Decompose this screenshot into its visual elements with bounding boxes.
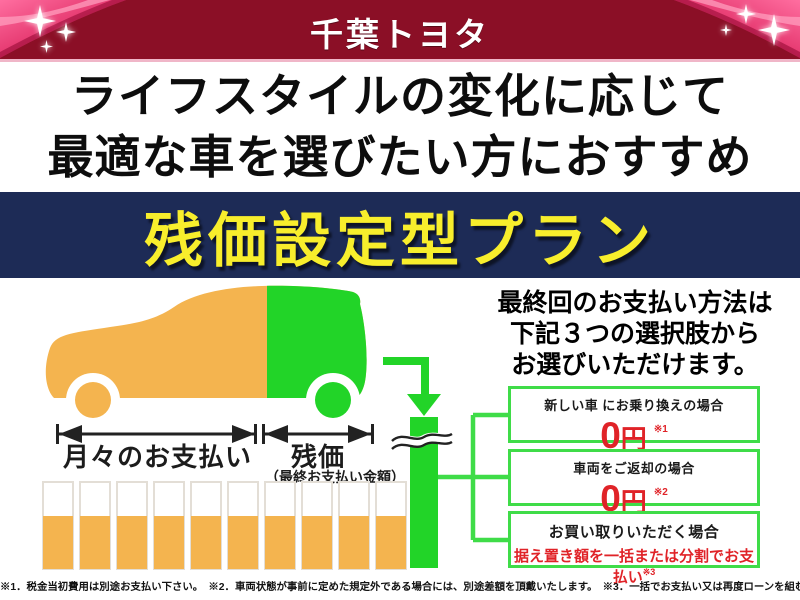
header-band: 千葉トヨタ: [0, 0, 800, 62]
options-connector: [438, 412, 510, 543]
option-box-trade-in: 新しい車 にお乗り換えの場合 0円 ※1: [508, 386, 760, 454]
option-label: 新しい車 にお乗り換えの場合: [544, 398, 724, 413]
amount-value: 0: [600, 415, 621, 456]
payment-bar-fill: [154, 516, 184, 569]
headline-line-1: ライフスタイルの変化に応じて: [71, 70, 729, 122]
payment-bar-fill: [191, 516, 221, 569]
footnote-ref: ※1: [653, 424, 668, 435]
brand-title: 千葉トヨタ: [310, 16, 490, 53]
option-label: 車両をご返却の場合: [573, 461, 695, 476]
option-box-buyout: お買い取りいただく場合 据え置き額を一括または分割でお支払い※3: [508, 511, 760, 586]
ribbon-left-decoration: [0, 0, 126, 58]
payment-bar-fill: [228, 516, 258, 569]
monthly-payment-bars: [42, 481, 408, 570]
headline-line-2: 最適な車を選びたい方におすすめ: [47, 131, 753, 183]
span-arrows: [56, 424, 374, 444]
intro-line-1: 最終回のお支払い方法は: [497, 289, 773, 317]
payment-bar: [116, 481, 148, 570]
payment-bar-fill: [339, 516, 369, 569]
headline: ライフスタイルの変化に応じて 最適な車を選びたい方におすすめ: [0, 66, 800, 188]
payment-bar-fill: [80, 516, 110, 569]
payment-bar-fill: [265, 516, 295, 569]
payment-bar: [375, 481, 407, 570]
residual-label: 残価: [290, 442, 345, 472]
payment-bar: [190, 481, 222, 570]
option-label: お買い取りいただく場合: [548, 524, 720, 541]
bar-break-icon: [390, 432, 454, 450]
sparkle-icon: [40, 40, 53, 53]
monthly-payment-label: 月々のお支払い: [62, 442, 252, 472]
payment-bar-fill: [302, 516, 332, 569]
car-illustration: [45, 285, 367, 427]
transfer-arrow-icon: [383, 357, 441, 416]
option-box-return: 車両をご返却の場合 0円 ※2: [508, 449, 760, 517]
amount-value: 0: [600, 478, 621, 519]
residual-sublabel: （最終お支払い金額）: [265, 469, 405, 485]
footnote-ref: ※3: [642, 567, 656, 577]
sparkle-icon: [56, 22, 76, 42]
intro-line-3: お選びいただけます。: [511, 351, 759, 379]
payment-bar: [42, 481, 74, 570]
payment-bar: [153, 481, 185, 570]
payment-bar: [227, 481, 259, 570]
payment-bar-fill: [43, 516, 73, 569]
payment-bar: [264, 481, 296, 570]
intro-line-2: 下記３つの選択肢から: [509, 320, 760, 348]
payment-bar: [301, 481, 333, 570]
sparkle-icon: [758, 14, 790, 46]
sparkle-icon: [24, 5, 56, 37]
payment-bar-fill: [117, 516, 147, 569]
sparkle-icon: [736, 4, 756, 24]
option-detail: 据え置き額を一括または分割でお支払い※3: [513, 548, 754, 586]
footnote-ref: ※2: [653, 487, 668, 498]
footnotes: ※1．税金当初費用は別途お支払い下さい。 ※2．車両状態が事前に定めた規定外であ…: [0, 582, 800, 593]
plan-banner: 残価設定型プラン: [0, 192, 800, 278]
plan-title: 残価設定型プラン: [143, 207, 656, 274]
sparkle-icon: [720, 24, 732, 36]
final-payment-intro: 最終回のお支払い方法は 下記３つの選択肢から お選びいただけます。: [478, 288, 792, 381]
payment-bar: [79, 481, 111, 570]
payment-bar-fill: [376, 516, 406, 569]
payment-bar: [338, 481, 370, 570]
